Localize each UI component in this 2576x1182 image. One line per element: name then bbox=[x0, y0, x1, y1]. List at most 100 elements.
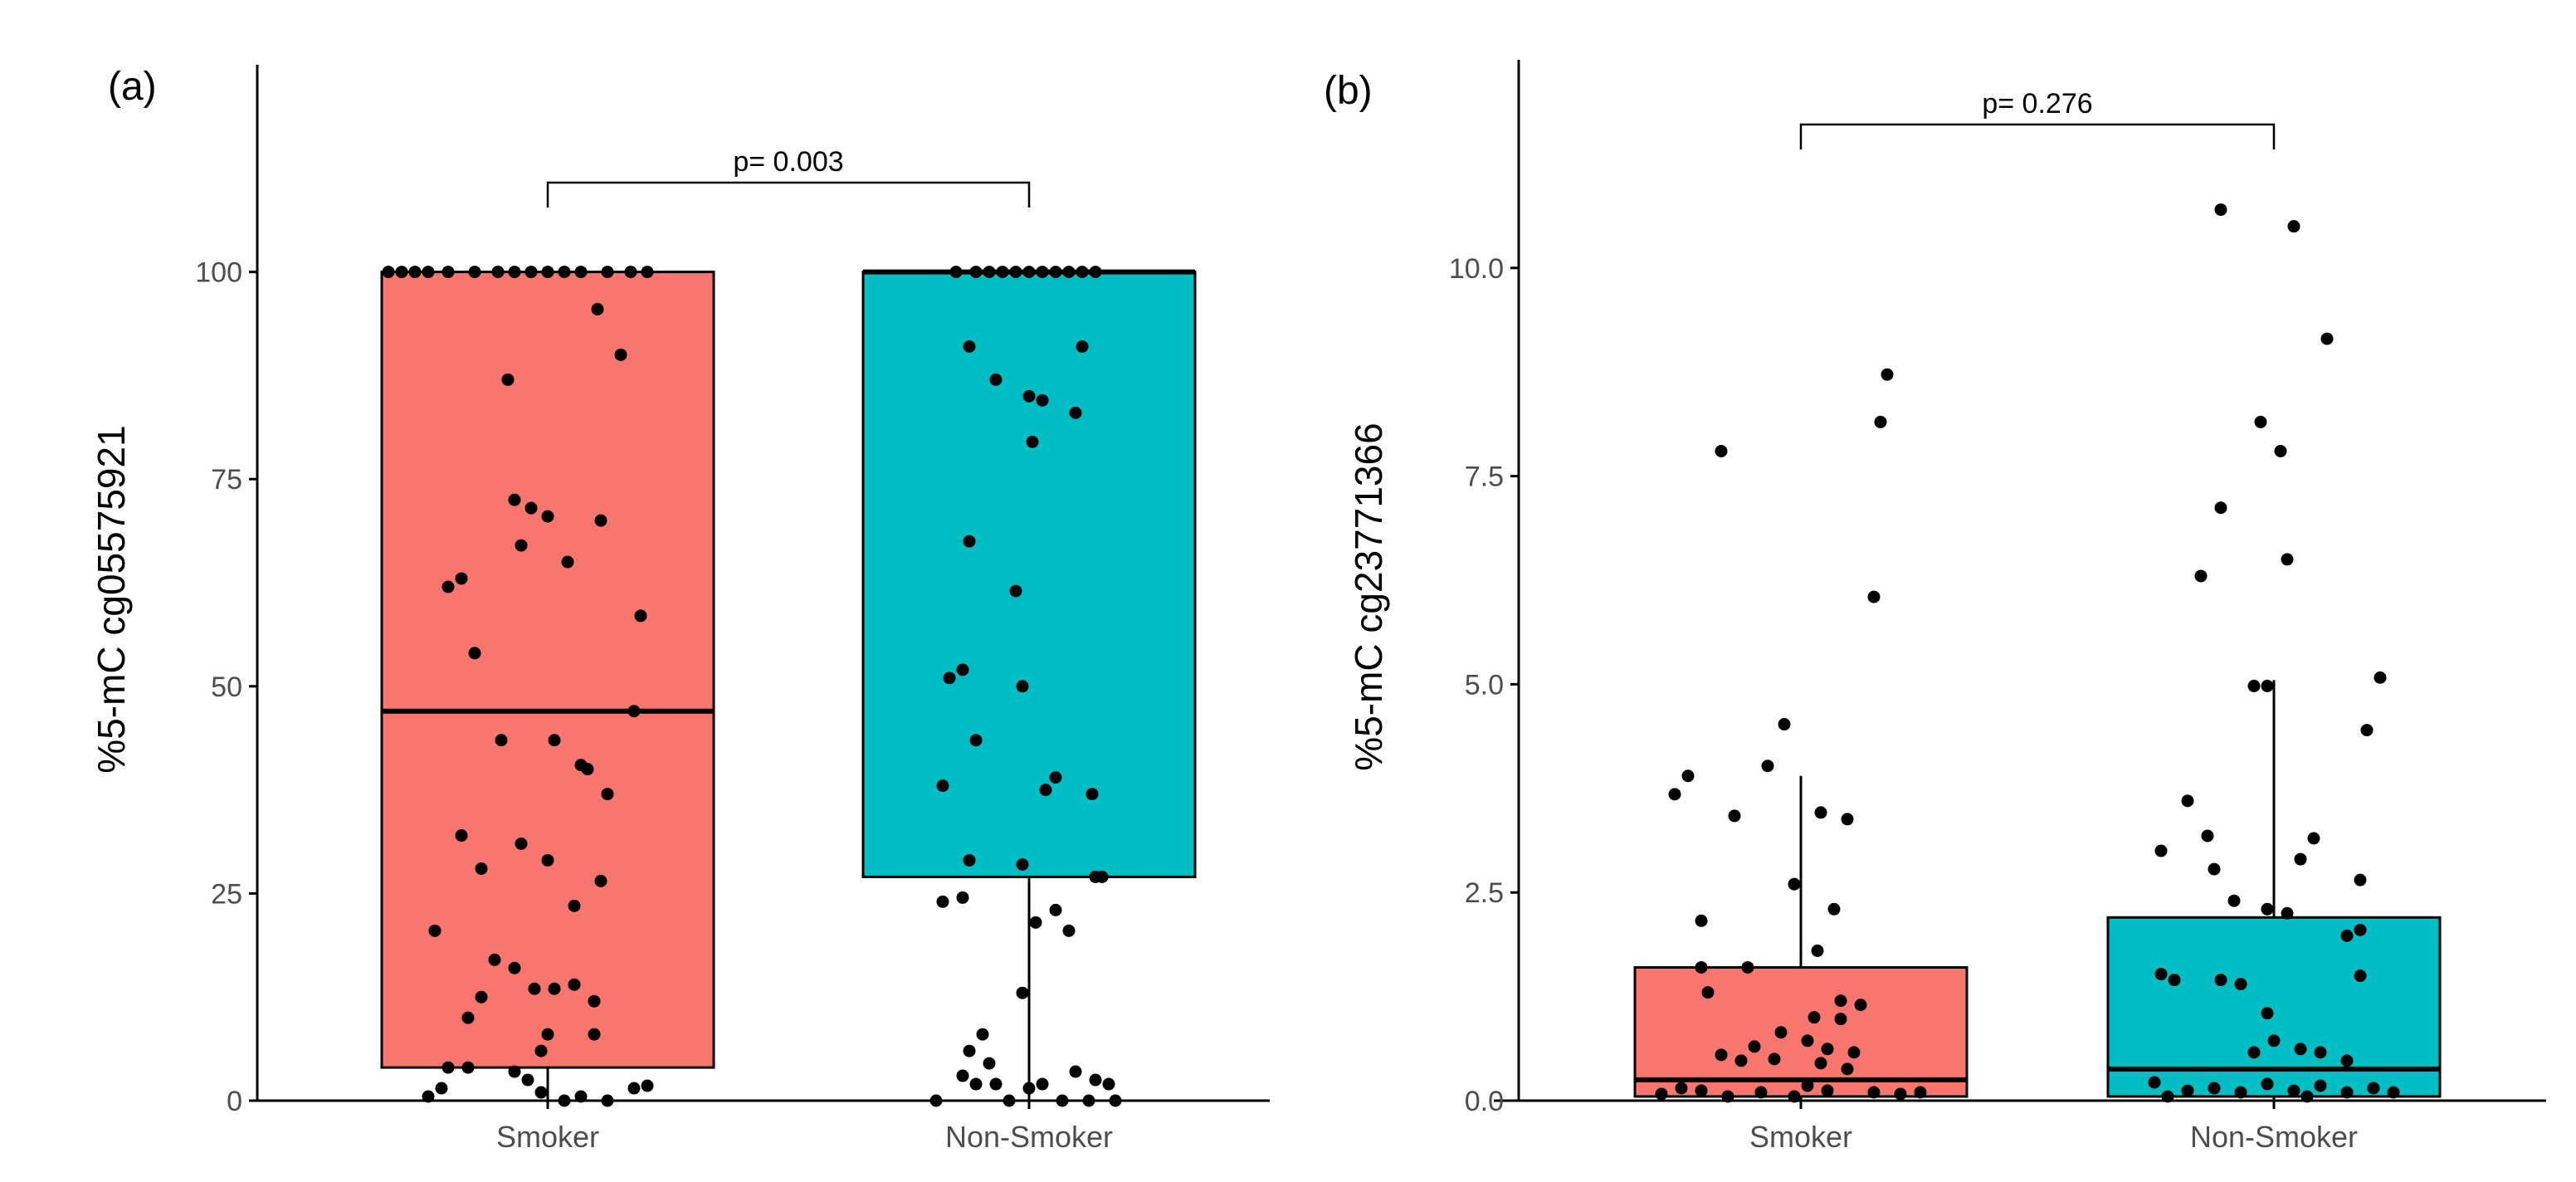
data-point bbox=[1734, 1054, 1748, 1067]
y-tick-label: 75 bbox=[211, 464, 242, 496]
data-point bbox=[1847, 1046, 1861, 1059]
x-tick-label: Smoker bbox=[1749, 1120, 1852, 1154]
data-point bbox=[455, 829, 468, 843]
data-point bbox=[2267, 1034, 2281, 1048]
data-point bbox=[1049, 266, 1062, 279]
data-point bbox=[976, 1028, 989, 1041]
data-point bbox=[1801, 1079, 1814, 1092]
data-point bbox=[541, 510, 554, 523]
data-point bbox=[2214, 974, 2227, 987]
data-point bbox=[624, 266, 637, 279]
y-axis-label: %5-mC cg23771366 bbox=[1347, 422, 1390, 770]
data-point bbox=[515, 837, 528, 850]
data-point bbox=[1715, 1048, 1728, 1062]
data-point bbox=[1026, 435, 1039, 448]
data-point bbox=[1894, 1087, 1907, 1101]
data-point bbox=[2154, 968, 2168, 981]
data-point bbox=[641, 266, 654, 279]
data-point bbox=[956, 663, 969, 676]
data-point bbox=[2354, 873, 2367, 886]
data-point bbox=[2354, 970, 2367, 983]
data-point bbox=[524, 266, 538, 279]
data-point bbox=[1062, 266, 1076, 279]
data-point bbox=[508, 961, 521, 974]
data-point bbox=[501, 373, 515, 386]
data-point bbox=[475, 862, 488, 875]
data-point bbox=[2354, 923, 2367, 936]
data-point bbox=[2201, 829, 2214, 843]
data-point bbox=[1881, 368, 1894, 381]
data-point bbox=[1867, 1086, 1881, 1099]
data-point bbox=[2181, 1084, 2194, 1097]
data-point bbox=[508, 266, 521, 279]
box-smoker bbox=[380, 271, 715, 1069]
data-point bbox=[468, 647, 481, 660]
data-point bbox=[1821, 1043, 1834, 1056]
data-point bbox=[395, 266, 408, 279]
data-point bbox=[641, 1079, 654, 1092]
x-tick-label: Non-Smoker bbox=[945, 1120, 1113, 1154]
data-point bbox=[1029, 916, 1042, 929]
data-point bbox=[1841, 1062, 1854, 1076]
data-point bbox=[983, 1057, 996, 1070]
data-point bbox=[1748, 1040, 1761, 1053]
data-point bbox=[963, 535, 976, 548]
data-point bbox=[2261, 902, 2274, 916]
data-point bbox=[495, 734, 508, 747]
data-point bbox=[491, 266, 505, 279]
data-point bbox=[989, 1077, 1003, 1091]
y-axis-label: %5-mC cg05575921 bbox=[90, 425, 133, 773]
data-point bbox=[1102, 1077, 1115, 1091]
data-point bbox=[1778, 718, 1791, 731]
data-point bbox=[1715, 445, 1728, 458]
data-point bbox=[581, 763, 594, 776]
data-point bbox=[2360, 724, 2374, 737]
data-point bbox=[936, 779, 949, 793]
data-point bbox=[1668, 788, 1681, 801]
data-point bbox=[1811, 944, 1824, 957]
data-point bbox=[1655, 1087, 1668, 1101]
data-point bbox=[2234, 1086, 2247, 1099]
data-point bbox=[1788, 877, 1801, 891]
data-point bbox=[548, 734, 561, 747]
data-point bbox=[461, 1011, 475, 1024]
y-tick-label: 5.0 bbox=[1465, 669, 1504, 701]
data-point bbox=[1016, 857, 1029, 871]
data-point bbox=[541, 266, 554, 279]
data-point bbox=[442, 266, 455, 279]
data-point bbox=[568, 899, 581, 912]
data-point bbox=[488, 953, 501, 966]
data-point bbox=[1036, 266, 1049, 279]
data-point bbox=[1089, 1073, 1102, 1087]
data-point bbox=[1022, 389, 1036, 403]
data-point bbox=[541, 1028, 554, 1041]
data-point bbox=[963, 1044, 976, 1057]
data-point bbox=[2208, 1082, 2221, 1095]
data-point bbox=[508, 493, 521, 506]
data-point bbox=[1814, 806, 1827, 819]
data-point bbox=[1695, 960, 1708, 974]
data-point bbox=[468, 266, 481, 279]
data-point bbox=[1009, 584, 1022, 598]
data-point bbox=[1914, 1086, 1927, 1099]
data-point bbox=[1089, 266, 1102, 279]
data-point bbox=[2340, 1054, 2354, 1067]
data-point bbox=[534, 1086, 548, 1099]
data-point bbox=[1062, 924, 1076, 937]
data-point bbox=[2294, 1043, 2307, 1056]
data-point bbox=[558, 266, 571, 279]
data-point bbox=[1009, 266, 1022, 279]
data-point bbox=[1695, 914, 1708, 927]
significance-bracket bbox=[1799, 123, 2276, 149]
data-point bbox=[442, 580, 455, 593]
data-point bbox=[1036, 393, 1049, 407]
data-point bbox=[2168, 974, 2181, 987]
data-point bbox=[2367, 1082, 2380, 1095]
significance-bracket bbox=[546, 181, 1031, 208]
data-point bbox=[2387, 1086, 2400, 1099]
data-point bbox=[1095, 870, 1109, 883]
data-point bbox=[561, 555, 574, 569]
data-point bbox=[422, 266, 435, 279]
data-point bbox=[969, 734, 983, 747]
